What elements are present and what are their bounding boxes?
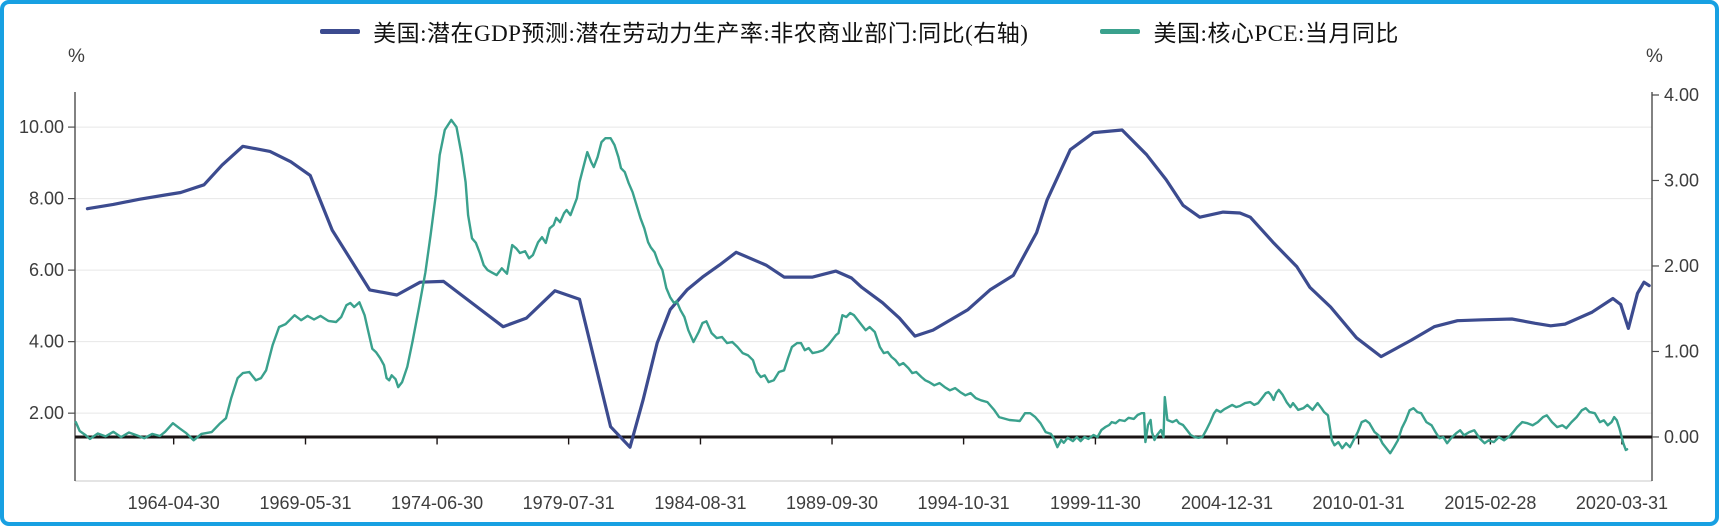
legend-item-potential-gdp[interactable]: 美国:潜在GDP预测:潜在劳动力生产率:非农商业部门:同比(右轴)	[320, 14, 1028, 48]
x-axis-tick-label: 1994-10-31	[918, 493, 1010, 513]
legend-label-core-pce: 美国:核心PCE:当月同比	[1153, 21, 1399, 46]
x-axis-tick-label: 1999-11-30	[1050, 493, 1141, 513]
right-axis-unit-label: %	[1646, 46, 1663, 67]
left-axis-tick-label: 4.00	[29, 332, 64, 352]
right-axis-tick-label: 0.00	[1664, 427, 1699, 447]
x-axis-tick-label: 1974-06-30	[391, 493, 483, 513]
right-axis-tick-label: 1.00	[1664, 341, 1699, 361]
left-axis-unit-label: %	[68, 46, 85, 67]
right-axis-tick-label: 4.00	[1664, 85, 1699, 105]
x-axis-tick-label: 1984-08-31	[654, 493, 746, 513]
legend-swatch-blue-line	[320, 28, 361, 34]
left-axis-tick-label: 6.00	[29, 260, 64, 280]
x-axis-tick-label: 1964-04-30	[128, 493, 220, 513]
dual-axis-line-chart: 2.00 4.00 6.00 8.00 10.00 0.00 1.00 2.00 3.00 4.0…	[19, 85, 1699, 513]
right-axis-tick-label: 3.00	[1664, 170, 1699, 190]
x-axis-tick-label: 2015-02-28	[1444, 493, 1536, 513]
x-axis-tick-label: 1969-05-31	[259, 493, 351, 513]
left-axis-tick-label: 10.00	[19, 117, 64, 137]
legend-item-core-pce[interactable]: 美国:核心PCE:当月同比	[1100, 14, 1398, 48]
x-axis-tick-label: 2010-01-31	[1313, 493, 1405, 513]
legend: 美国:潜在GDP预测:潜在劳动力生产率:非农商业部门:同比(右轴) 美国:核心P…	[4, 14, 1715, 48]
series-line-core-pce	[74, 118, 1629, 455]
series-line-potential-gdp	[85, 128, 1651, 449]
left-axis-tick-label: 2.00	[29, 403, 64, 423]
right-axis-tick-label: 2.00	[1664, 256, 1699, 276]
legend-label-potential-gdp: 美国:潜在GDP预测:潜在劳动力生产率:非农商业部门:同比(右轴)	[373, 21, 1029, 46]
left-axis-tick-label: 8.00	[29, 189, 64, 209]
legend-swatch-teal-line	[1100, 28, 1141, 34]
x-axis-tick-label: 1989-09-30	[786, 493, 878, 513]
x-axis-tick-label: 2004-12-31	[1181, 493, 1273, 513]
x-axis-tick-label: 2020-03-31	[1576, 493, 1668, 513]
x-axis-tick-label: 1979-07-31	[523, 493, 615, 513]
